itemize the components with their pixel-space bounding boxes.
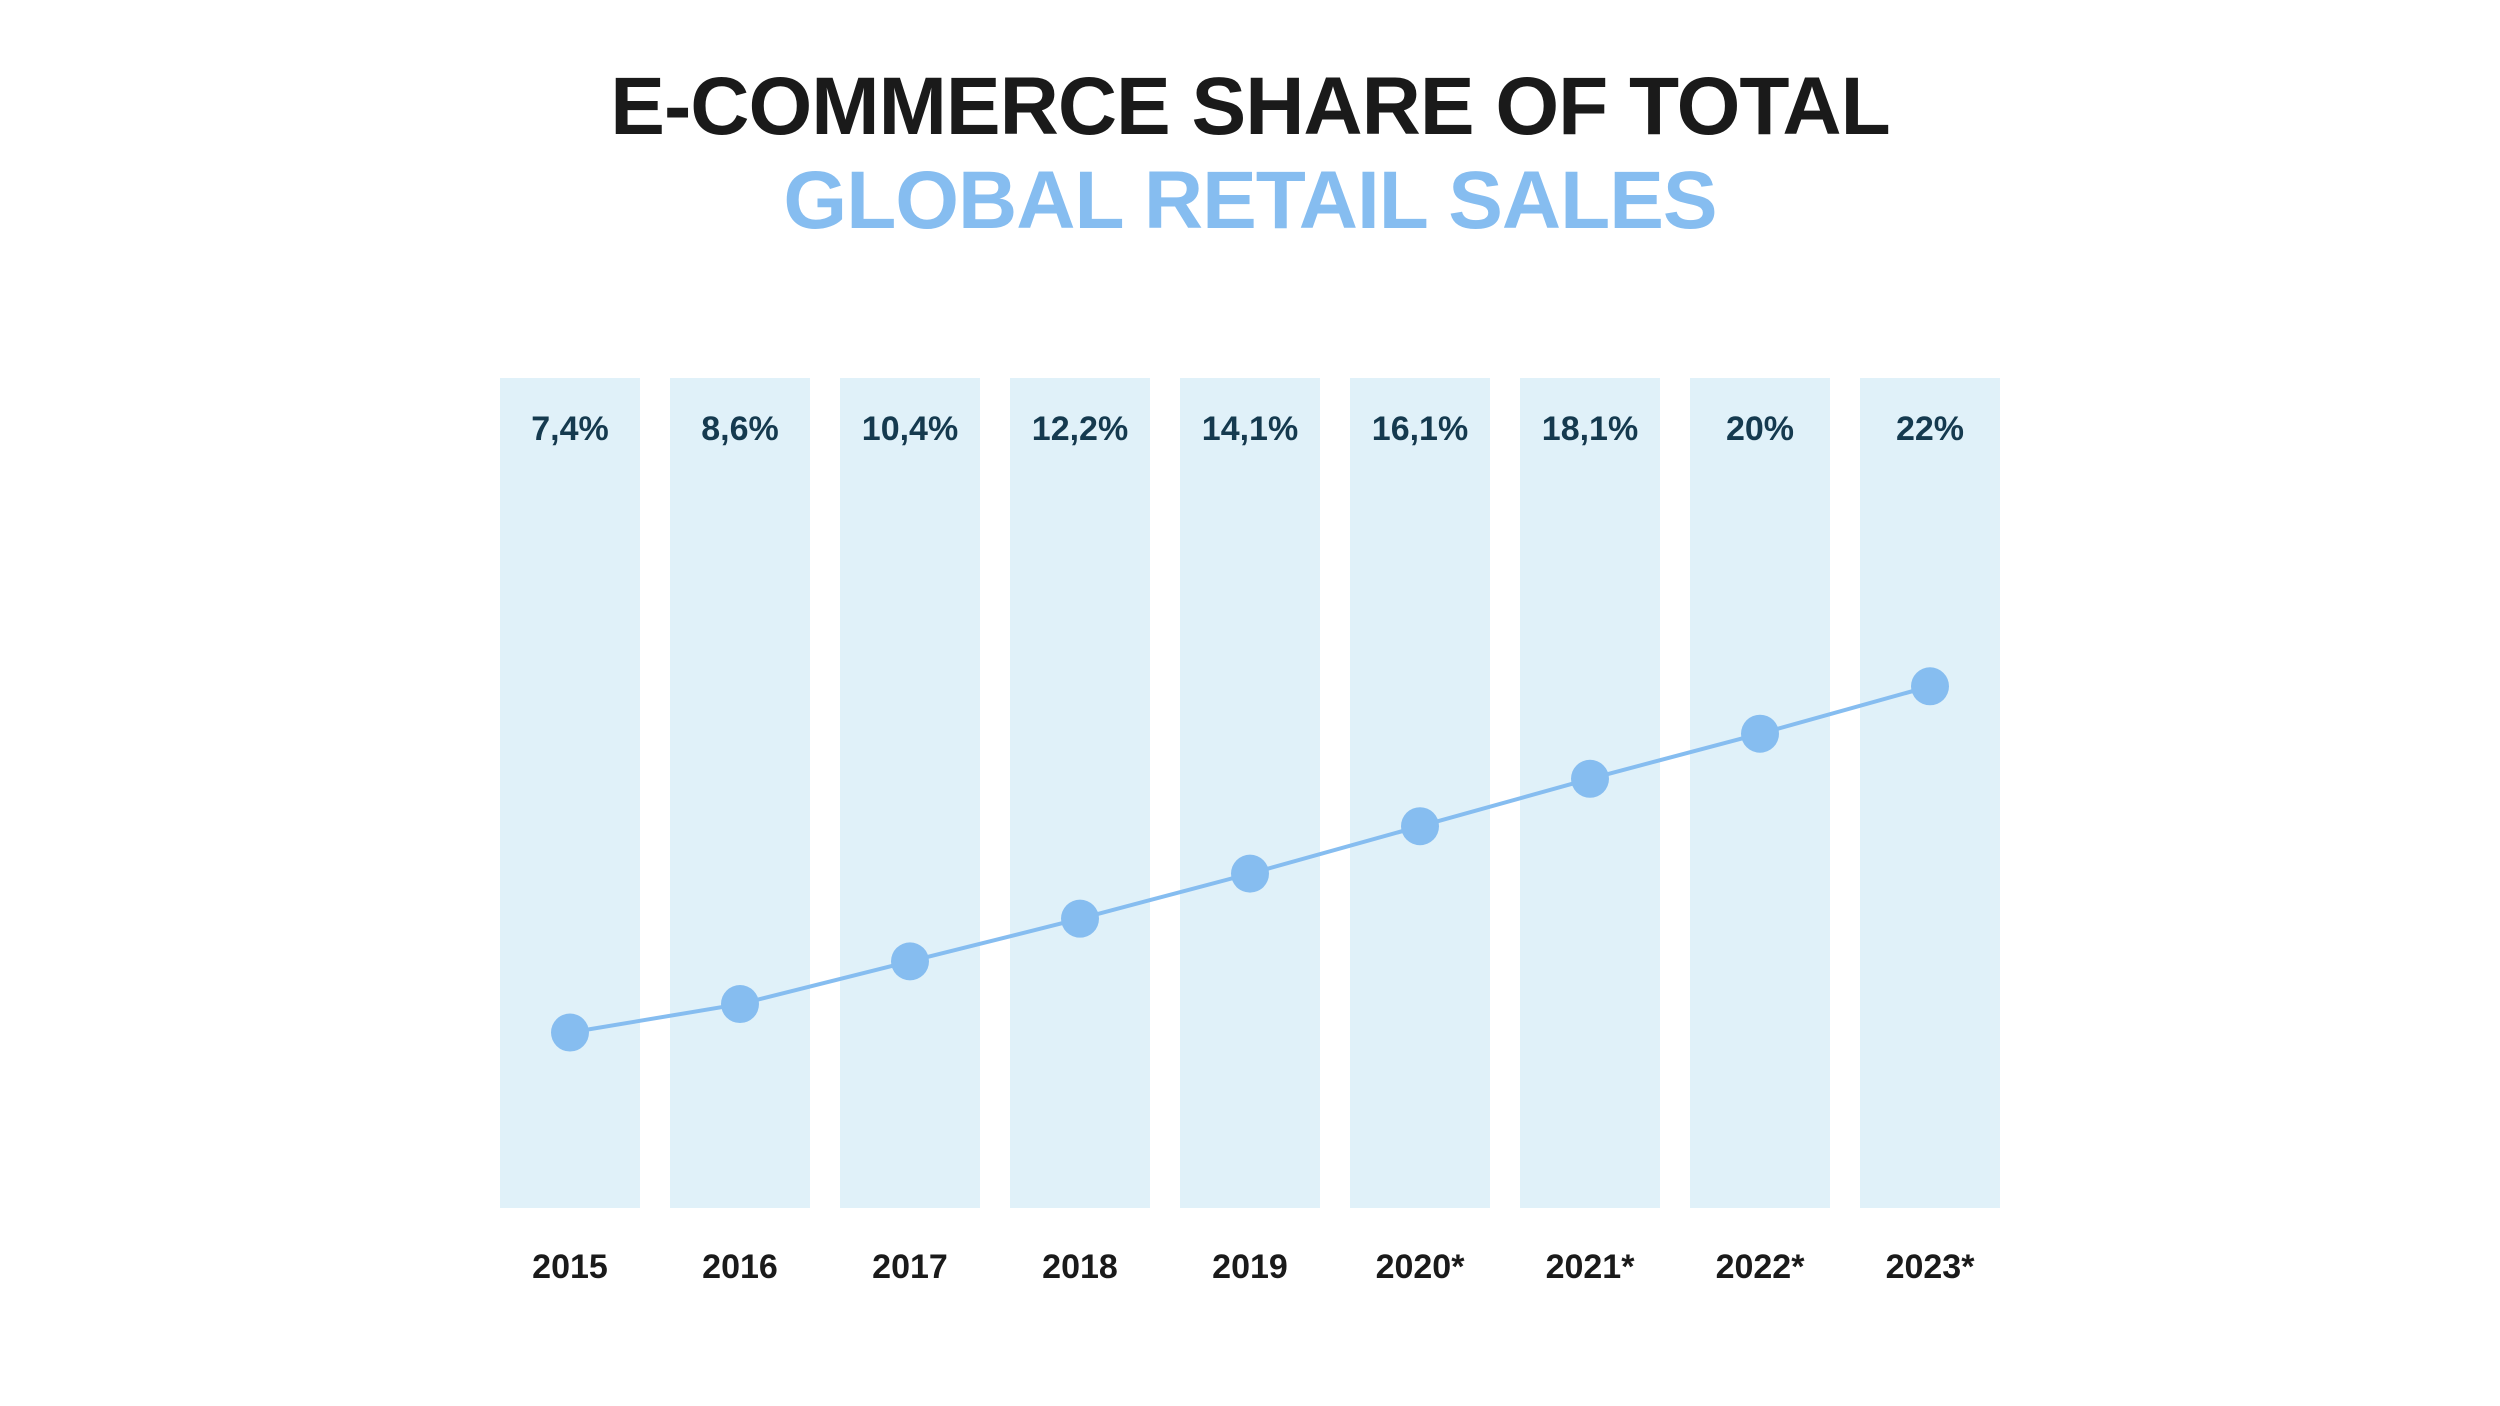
value-label: 22%: [1860, 410, 2000, 449]
chart-column: 14,1%2019: [1180, 378, 1320, 1208]
value-label: 7,4%: [500, 410, 640, 449]
chart-column: 16,1%2020*: [1350, 378, 1490, 1208]
chart-columns: 7,4%20158,6%201610,4%201712,2%201814,1%2…: [500, 378, 2000, 1208]
year-label: 2022*: [1690, 1248, 1830, 1287]
chart-column: 10,4%2017: [840, 378, 980, 1208]
chart-column: 7,4%2015: [500, 378, 640, 1208]
title-line-1: E-COMMERCE SHARE OF TOTAL: [610, 60, 1889, 154]
year-label: 2021*: [1520, 1248, 1660, 1287]
value-label: 12,2%: [1010, 410, 1150, 449]
title-line-2: GLOBAL RETAIL SALES: [610, 154, 1889, 248]
chart-area: 7,4%20158,6%201610,4%201712,2%201814,1%2…: [500, 378, 2000, 1208]
value-label: 10,4%: [840, 410, 980, 449]
chart-column: 12,2%2018: [1010, 378, 1150, 1208]
chart-title: E-COMMERCE SHARE OF TOTAL GLOBAL RETAIL …: [610, 60, 1889, 248]
year-label: 2016: [670, 1248, 810, 1287]
year-label: 2020*: [1350, 1248, 1490, 1287]
chart-column: 8,6%2016: [670, 378, 810, 1208]
value-label: 20%: [1690, 410, 1830, 449]
value-label: 18,1%: [1520, 410, 1660, 449]
chart-column: 18,1%2021*: [1520, 378, 1660, 1208]
value-label: 8,6%: [670, 410, 810, 449]
chart-column: 22%2023*: [1860, 378, 2000, 1208]
year-label: 2015: [500, 1248, 640, 1287]
value-label: 14,1%: [1180, 410, 1320, 449]
value-label: 16,1%: [1350, 410, 1490, 449]
year-label: 2018: [1010, 1248, 1150, 1287]
chart-column: 20%2022*: [1690, 378, 1830, 1208]
year-label: 2019: [1180, 1248, 1320, 1287]
year-label: 2023*: [1860, 1248, 2000, 1287]
year-label: 2017: [840, 1248, 980, 1287]
